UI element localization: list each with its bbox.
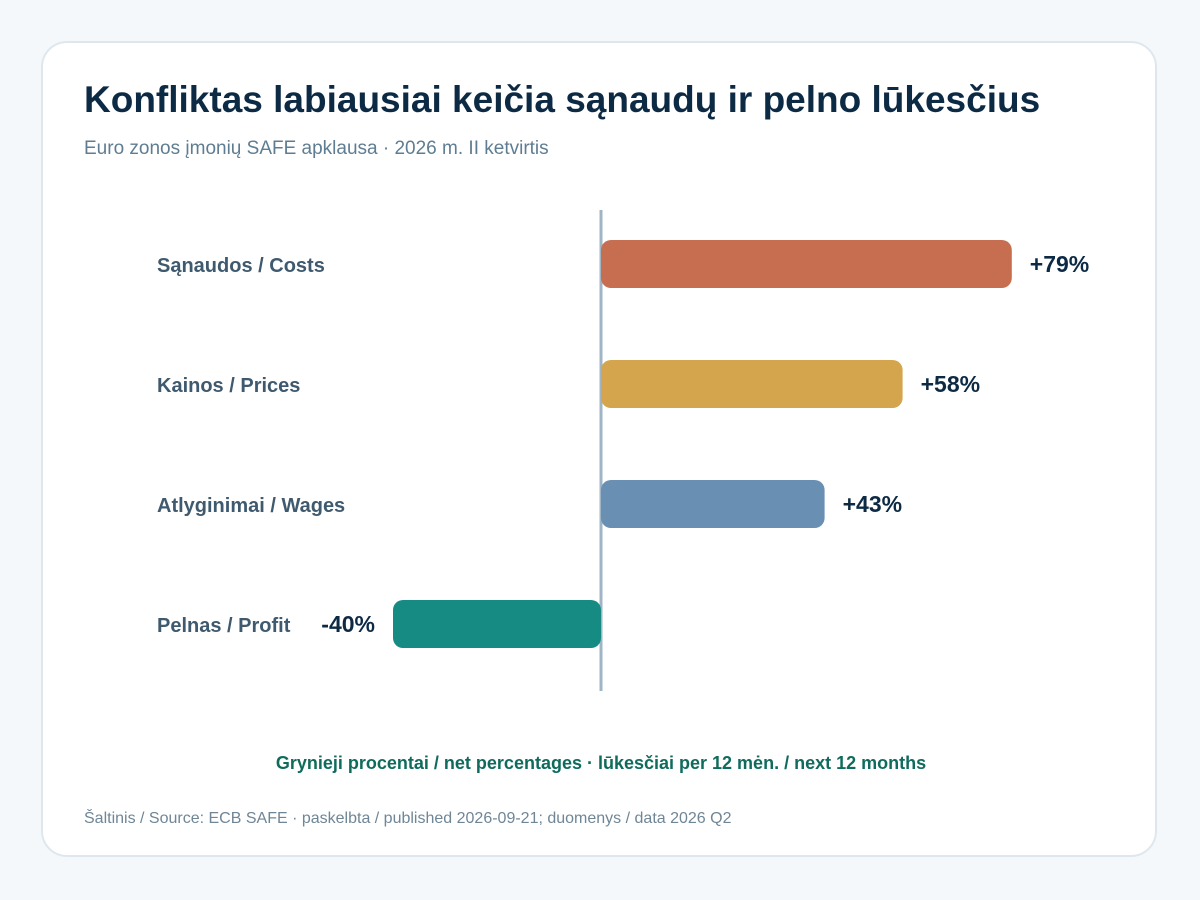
value-label: +43%	[843, 491, 902, 517]
source-note: Šaltinis / Source: ECB SAFE · paskelbta …	[84, 810, 732, 827]
chart-subtitle: Euro zonos įmonių SAFE apklausa · 2026 m…	[84, 138, 549, 159]
chart-note: Grynieji procentai / net percentages · l…	[275, 753, 927, 773]
category-label: Kainos / Prices	[157, 375, 300, 397]
chart-card: Konfliktas labiausiai keičia sąnaudų ir …	[41, 41, 1157, 857]
bar-chart: Sąnaudos / Costs +79% Kainos / Prices +58% A…	[157, 210, 1089, 691]
value-label: -40%	[321, 611, 375, 637]
bar	[601, 360, 903, 408]
category-label: Pelnas / Profit	[157, 615, 291, 637]
value-label: +58%	[921, 371, 980, 397]
bar	[601, 240, 1012, 288]
value-label: +79%	[1030, 251, 1089, 277]
bar	[601, 480, 825, 528]
bar	[393, 600, 601, 648]
chart-title: Konfliktas labiausiai keičia sąnaudų ir …	[84, 79, 1041, 120]
category-label: Atlyginimai / Wages	[157, 495, 345, 517]
category-label: Sąnaudos / Costs	[157, 255, 325, 277]
